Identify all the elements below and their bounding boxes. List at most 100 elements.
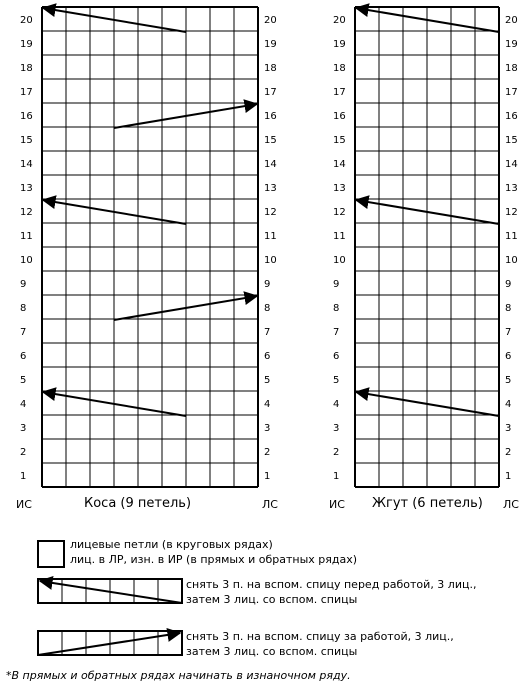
row-number-right: 10 [264, 255, 277, 266]
side-label-wrong-side: ИС [16, 498, 32, 511]
row-number-right: 7 [505, 327, 511, 338]
chart-caption-zhgut: Жгут (6 петель) [372, 496, 483, 511]
row-number-left: 9 [333, 279, 339, 290]
row-number-right: 6 [264, 351, 270, 362]
row-number-left: 14 [20, 159, 33, 170]
row-number-right: 7 [264, 327, 270, 338]
row-number-right: 18 [505, 63, 518, 74]
row-number-left: 18 [333, 63, 346, 74]
row-number-left: 3 [333, 423, 339, 434]
legend-line: лицевые петли (в круговых рядах) [70, 538, 273, 551]
row-number-left: 19 [20, 39, 33, 50]
legend-symbols [37, 540, 183, 656]
row-number-left: 14 [333, 159, 346, 170]
legend-arrow-right [37, 628, 182, 656]
row-number-right: 17 [264, 87, 277, 98]
row-number-left: 11 [333, 231, 346, 242]
row-number-left: 2 [20, 447, 26, 458]
row-number-right: 6 [505, 351, 511, 362]
row-number-right: 18 [264, 63, 277, 74]
chart-caption-kosa: Коса (9 петель) [84, 496, 192, 511]
row-number-right: 8 [505, 303, 511, 314]
row-number-left: 4 [20, 399, 26, 410]
legend-stockinette: лицевые петли (в круговых рядах) лиц. в … [70, 537, 357, 567]
row-number-left: 1 [333, 471, 339, 482]
row-number-left: 20 [333, 15, 346, 26]
legend-arrow-left [38, 576, 183, 604]
row-number-left: 2 [333, 447, 339, 458]
row-number-left: 5 [333, 375, 339, 386]
legend-line: снять 3 п. на вспом. спицу перед работой… [186, 578, 477, 591]
row-number-left: 6 [20, 351, 26, 362]
legend-cross-front: снять 3 п. на вспом. спицу перед работой… [186, 577, 476, 607]
row-number-right: 2 [505, 447, 511, 458]
row-number-right: 12 [264, 207, 277, 218]
row-number-left: 7 [20, 327, 26, 338]
row-number-right: 4 [264, 399, 270, 410]
row-number-left: 17 [20, 87, 33, 98]
row-number-left: 11 [20, 231, 33, 242]
row-number-left: 10 [333, 255, 346, 266]
legend-cross-back-symbol [37, 628, 183, 656]
footnote: *В прямых и обратных рядах начинать в из… [6, 669, 351, 682]
cable-cross-arrow-row-20 [354, 3, 500, 33]
legend-cross-back: снять 3 п. на вспом. спицу за работой, 3… [186, 629, 454, 659]
row-number-right: 5 [264, 375, 270, 386]
side-label-wrong-side: ИС [329, 498, 345, 511]
row-number-right: 16 [505, 111, 518, 122]
row-number-right: 3 [264, 423, 270, 434]
row-number-left: 4 [333, 399, 339, 410]
row-number-right: 9 [505, 279, 511, 290]
legend-line: затем 3 лиц. со вспом. спицы [186, 593, 358, 606]
row-number-right: 16 [264, 111, 277, 122]
side-label-right-side: ЛС [503, 498, 519, 511]
row-number-right: 12 [505, 207, 518, 218]
row-number-left: 16 [333, 111, 346, 122]
cable-cross-arrow-row-8 [113, 291, 259, 321]
row-number-right: 3 [505, 423, 511, 434]
cable-cross-arrow-row-12 [41, 195, 187, 225]
cable-cross-arrow-row-4 [354, 387, 500, 417]
row-number-left: 5 [20, 375, 26, 386]
cable-cross-arrow-row-4 [41, 387, 187, 417]
cable-cross-arrow-row-16 [113, 99, 259, 129]
row-number-left: 20 [20, 15, 33, 26]
cable-cross-arrow-row-20 [41, 3, 187, 33]
row-number-left: 15 [333, 135, 346, 146]
row-number-right: 15 [505, 135, 518, 146]
legend-cross-front-symbol [37, 576, 183, 604]
row-number-left: 9 [20, 279, 26, 290]
row-number-left: 8 [333, 303, 339, 314]
row-number-right: 11 [264, 231, 277, 242]
row-number-left: 8 [20, 303, 26, 314]
row-number-left: 1 [20, 471, 26, 482]
side-label-right-side: ЛС [262, 498, 278, 511]
row-number-right: 2 [264, 447, 270, 458]
row-number-right: 13 [505, 183, 518, 194]
row-number-left: 3 [20, 423, 26, 434]
row-number-left: 12 [333, 207, 346, 218]
row-number-right: 5 [505, 375, 511, 386]
row-number-left: 19 [333, 39, 346, 50]
row-number-right: 11 [505, 231, 518, 242]
row-number-right: 20 [264, 15, 277, 26]
row-number-right: 17 [505, 87, 518, 98]
row-number-right: 1 [264, 471, 270, 482]
legend-line: затем 3 лиц. со вспом. спицы [186, 645, 358, 658]
row-number-left: 13 [20, 183, 33, 194]
row-number-right: 13 [264, 183, 277, 194]
row-number-right: 1 [505, 471, 511, 482]
row-number-right: 14 [505, 159, 518, 170]
row-number-right: 4 [505, 399, 511, 410]
row-number-left: 15 [20, 135, 33, 146]
row-number-right: 20 [505, 15, 518, 26]
row-number-left: 10 [20, 255, 33, 266]
row-number-right: 8 [264, 303, 270, 314]
row-number-left: 16 [20, 111, 33, 122]
row-number-left: 17 [333, 87, 346, 98]
row-number-left: 6 [333, 351, 339, 362]
row-number-left: 12 [20, 207, 33, 218]
